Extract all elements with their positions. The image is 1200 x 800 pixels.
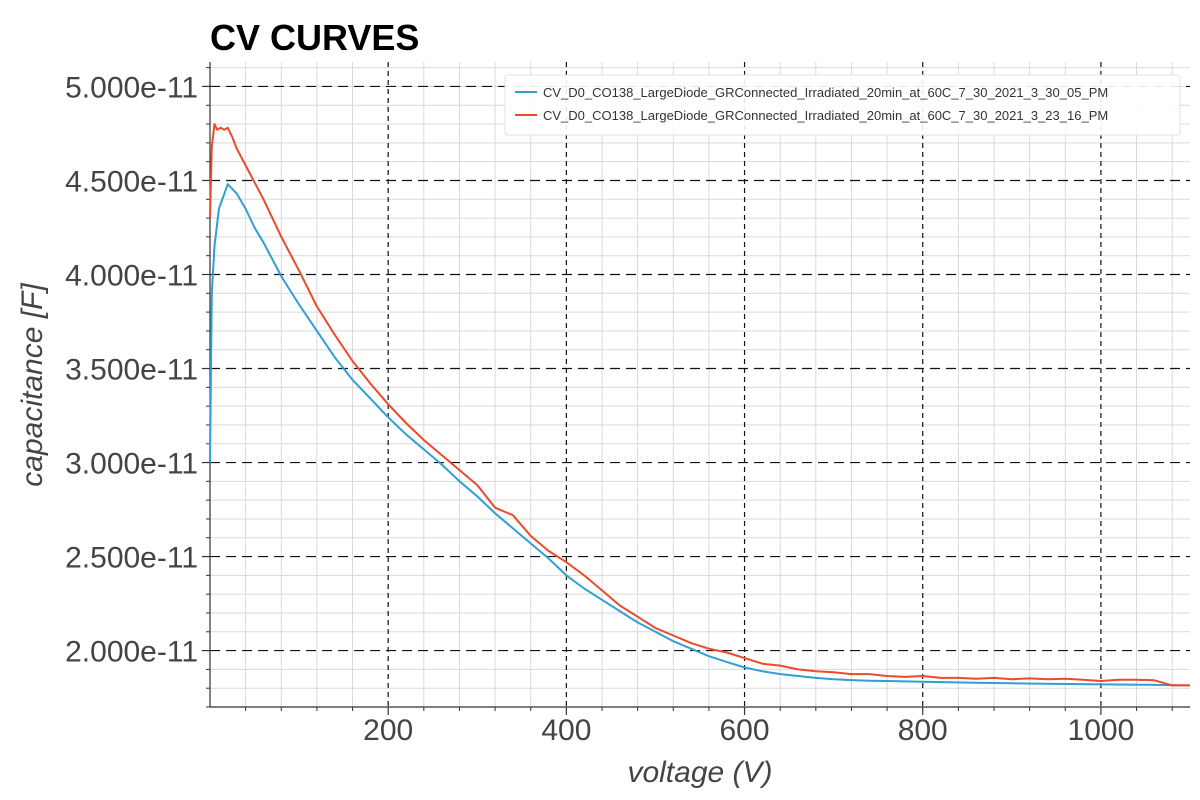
legend-label-2: CV_D0_CO138_LargeDiode_GRConnected_Irrad… (543, 108, 1108, 123)
y-tick-label: 4.000e-11 (65, 259, 198, 292)
x-tick-label: 800 (898, 714, 948, 747)
y-tick-labels: 2.000e-11 2.500e-11 3.000e-11 3.500e-11 4.00… (65, 71, 198, 668)
legend: CV_D0_CO138_LargeDiode_GRConnected_Irrad… (504, 74, 1181, 136)
x-tick-label: 400 (541, 714, 591, 747)
series-line-2 (209, 123, 1190, 687)
legend-label-1: CV_D0_CO138_LargeDiode_GRConnected_Irrad… (543, 85, 1108, 100)
y-tick-label: 5.000e-11 (65, 71, 198, 104)
chart-title: CV CURVES (210, 17, 419, 58)
x-tick-label: 1000 (1068, 714, 1135, 747)
series-line-1 (209, 183, 1191, 687)
y-tick-label: 3.500e-11 (65, 354, 198, 387)
x-tick-label: 600 (720, 714, 770, 747)
y-axis-title: capacitance [F] (16, 283, 49, 487)
y-tick-label: 2.500e-11 (65, 542, 198, 575)
legend-box (504, 74, 1181, 136)
x-tick-label: 200 (363, 714, 413, 747)
series-layer (209, 123, 1191, 687)
y-tick-label: 2.000e-11 (65, 636, 198, 669)
x-tick-labels: 200 400 600 800 1000 (363, 714, 1134, 747)
tick-marks (202, 67, 1173, 715)
x-axis-title: voltage (V) (627, 756, 772, 789)
y-tick-label: 4.500e-11 (65, 165, 198, 198)
y-tick-label: 3.000e-11 (65, 448, 198, 481)
